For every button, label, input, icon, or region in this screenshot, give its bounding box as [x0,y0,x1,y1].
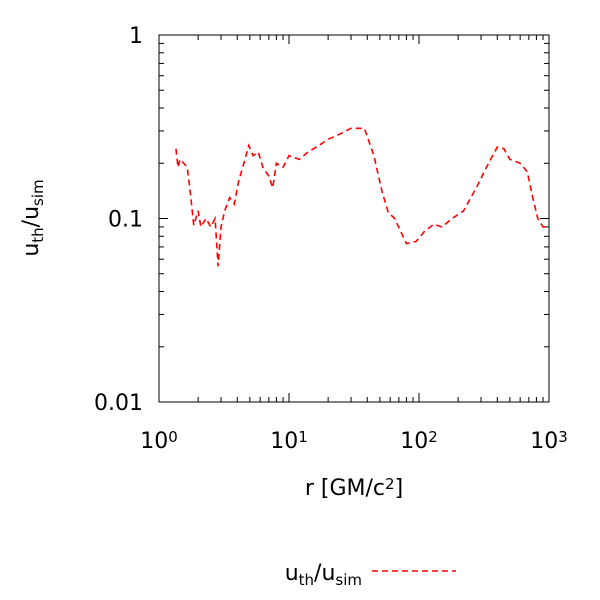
x-tick-label-part: 10 [270,429,298,454]
y-axis-label: uth/usim [19,179,47,256]
x-axis-label-part: 2 [385,475,395,493]
plot-frame [158,34,550,403]
legend-label-part: /u [314,561,335,586]
x-tick-label-part: 0 [168,428,178,446]
x-axis-label: r [GM/c2] [305,475,403,501]
y-tick-label: 1 [129,24,143,49]
x-axis-label-part: r [GM/c [305,476,385,501]
x-tick-label-part: 10 [530,429,558,454]
x-axis-label-part: ] [395,476,404,501]
x-tick-label-part: 2 [428,428,438,446]
legend-label-part: sim [335,571,362,589]
y-tick-label: 0.01 [94,391,143,416]
legend-label-part: u [285,561,299,586]
y-axis-label-part: u [19,243,44,257]
x-tick-label: 103 [530,428,568,454]
x-tick-label: 101 [270,428,308,454]
y-axis-label-part: /u [19,206,44,227]
x-tick-label: 100 [140,428,178,454]
x-tick-label-part: 3 [558,428,568,446]
y-axis-label-part: sim [29,179,47,206]
y-axis-label-part: th [29,227,47,242]
x-tick-label-part: 1 [298,428,308,446]
data-line [175,127,549,267]
legend-label-part: th [299,571,314,589]
x-tick-label-part: 10 [400,429,428,454]
x-tick-label-part: 10 [140,429,168,454]
y-tick-label: 0.1 [108,208,143,233]
x-tick-label: 102 [400,428,438,454]
legend-label: uth/usim [285,561,362,589]
